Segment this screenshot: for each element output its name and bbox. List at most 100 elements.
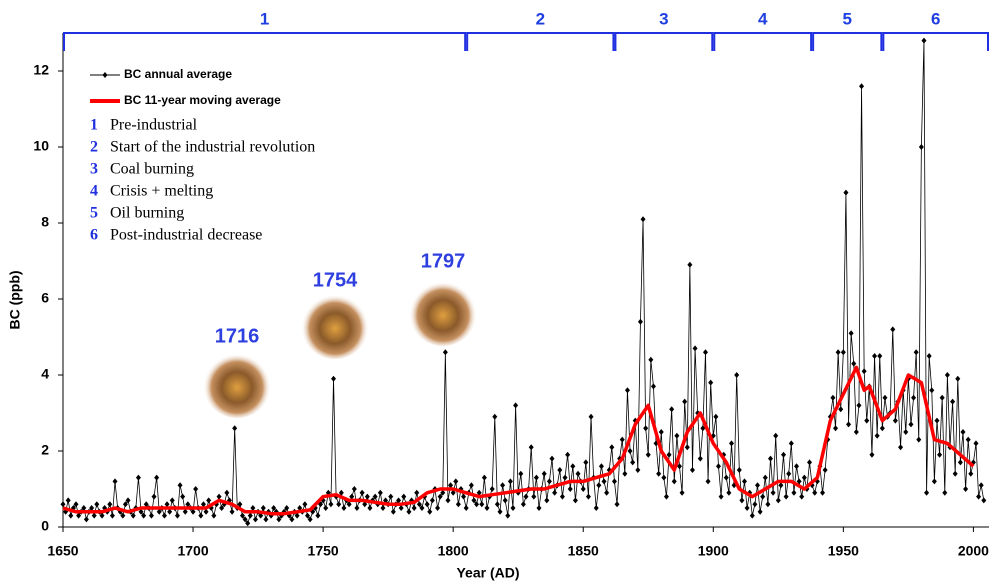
legend-period-number: 1: [90, 117, 98, 134]
point: [869, 451, 875, 458]
point: [715, 463, 721, 470]
point: [60, 501, 66, 508]
point: [252, 516, 258, 523]
point: [601, 478, 607, 485]
point: [437, 493, 443, 500]
x-tick-label: 1950: [828, 543, 859, 559]
period-bracket: [614, 32, 714, 51]
point: [154, 474, 160, 481]
point: [315, 512, 321, 519]
point: [372, 493, 378, 500]
point: [570, 463, 576, 470]
x-tick-label: 1800: [438, 543, 469, 559]
point: [965, 436, 971, 443]
point: [505, 512, 511, 519]
point: [968, 470, 974, 477]
point: [364, 493, 370, 500]
point: [658, 429, 664, 435]
point: [807, 459, 813, 466]
x-tick-label: 1850: [568, 543, 599, 559]
point: [861, 368, 867, 375]
point: [882, 394, 888, 401]
point: [546, 478, 552, 485]
point: [138, 508, 144, 515]
legend-period-number: 5: [90, 205, 98, 222]
point: [872, 353, 878, 359]
period-number: 2: [536, 9, 545, 28]
point: [903, 429, 909, 435]
point: [76, 512, 82, 519]
point: [294, 512, 300, 519]
point: [572, 497, 578, 504]
point: [736, 467, 742, 473]
legend-period-name: Crisis + melting: [110, 183, 213, 200]
point: [575, 470, 581, 477]
point: [640, 216, 646, 223]
point: [913, 349, 919, 356]
point: [520, 501, 526, 508]
period-bracket: [466, 32, 615, 51]
point: [843, 189, 849, 196]
point: [976, 493, 982, 500]
point: [692, 345, 698, 352]
point: [957, 459, 963, 466]
point: [741, 478, 747, 485]
point: [960, 429, 966, 435]
point: [107, 501, 113, 508]
point: [169, 497, 175, 504]
point: [624, 387, 630, 394]
point: [820, 489, 826, 496]
point: [531, 493, 537, 500]
point: [109, 512, 115, 519]
point: [211, 512, 217, 519]
point: [135, 474, 141, 481]
point: [180, 493, 186, 500]
point: [596, 482, 602, 489]
point: [99, 512, 105, 519]
point: [518, 470, 524, 477]
point: [200, 501, 206, 508]
point: [853, 429, 859, 435]
point: [455, 501, 461, 508]
point: [331, 375, 337, 382]
point: [755, 482, 760, 489]
point: [783, 493, 789, 500]
point: [206, 497, 212, 504]
legend-marker: [102, 72, 108, 78]
photo: [203, 350, 271, 418]
point: [239, 512, 245, 519]
point: [908, 421, 914, 428]
point: [497, 508, 503, 515]
point: [323, 505, 329, 511]
point: [762, 474, 768, 481]
point: [471, 497, 477, 504]
point: [981, 497, 987, 504]
point: [833, 425, 839, 432]
point: [182, 508, 188, 515]
point: [757, 508, 763, 515]
legend-label: BC 11-year moving average: [124, 93, 281, 107]
point: [916, 436, 922, 443]
point: [224, 489, 230, 496]
point: [263, 516, 269, 523]
point: [411, 505, 417, 511]
point: [723, 474, 729, 481]
point: [250, 505, 256, 511]
point: [565, 451, 571, 458]
x-axis-label: Year (AD): [456, 565, 519, 581]
point: [354, 505, 360, 511]
period-number: 5: [843, 9, 852, 28]
point: [682, 398, 688, 405]
legend-period-number: 3: [90, 161, 98, 178]
x-tick-label: 2000: [958, 543, 989, 559]
point: [377, 489, 383, 496]
point: [151, 493, 157, 500]
point: [619, 436, 625, 443]
point: [611, 478, 617, 485]
legend-period-number: 2: [90, 139, 98, 156]
point: [669, 406, 675, 413]
point: [791, 489, 797, 496]
point: [588, 413, 594, 420]
period-bracket: [713, 32, 813, 51]
point: [276, 516, 282, 523]
